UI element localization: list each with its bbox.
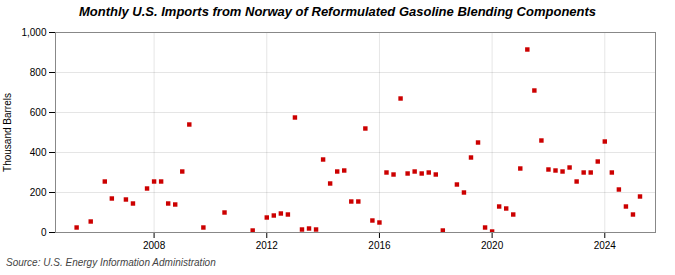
html-text:Monthly U.S. Imports from Norw: Monthly U.S. Imports from Norway of Refo… xyxy=(78,4,597,19)
svg-text:Thousand Barrels: Thousand Barrels xyxy=(2,93,13,172)
svg-text:800: 800 xyxy=(30,67,47,78)
svg-text:600: 600 xyxy=(30,107,47,118)
svg-text:2012: 2012 xyxy=(256,240,279,251)
svg-text:2020: 2020 xyxy=(481,240,504,251)
svg-text:2024: 2024 xyxy=(594,240,617,251)
svg-text:400: 400 xyxy=(30,147,47,158)
svg-text:200: 200 xyxy=(30,187,47,198)
svg-text:1,000: 1,000 xyxy=(21,27,46,38)
html-text:Source: U.S. Energy Informatio: Source: U.S. Energy Information Administ… xyxy=(6,257,216,268)
svg-text:2016: 2016 xyxy=(368,240,391,251)
svg-text:2008: 2008 xyxy=(143,240,166,251)
svg-text:0: 0 xyxy=(41,227,47,238)
